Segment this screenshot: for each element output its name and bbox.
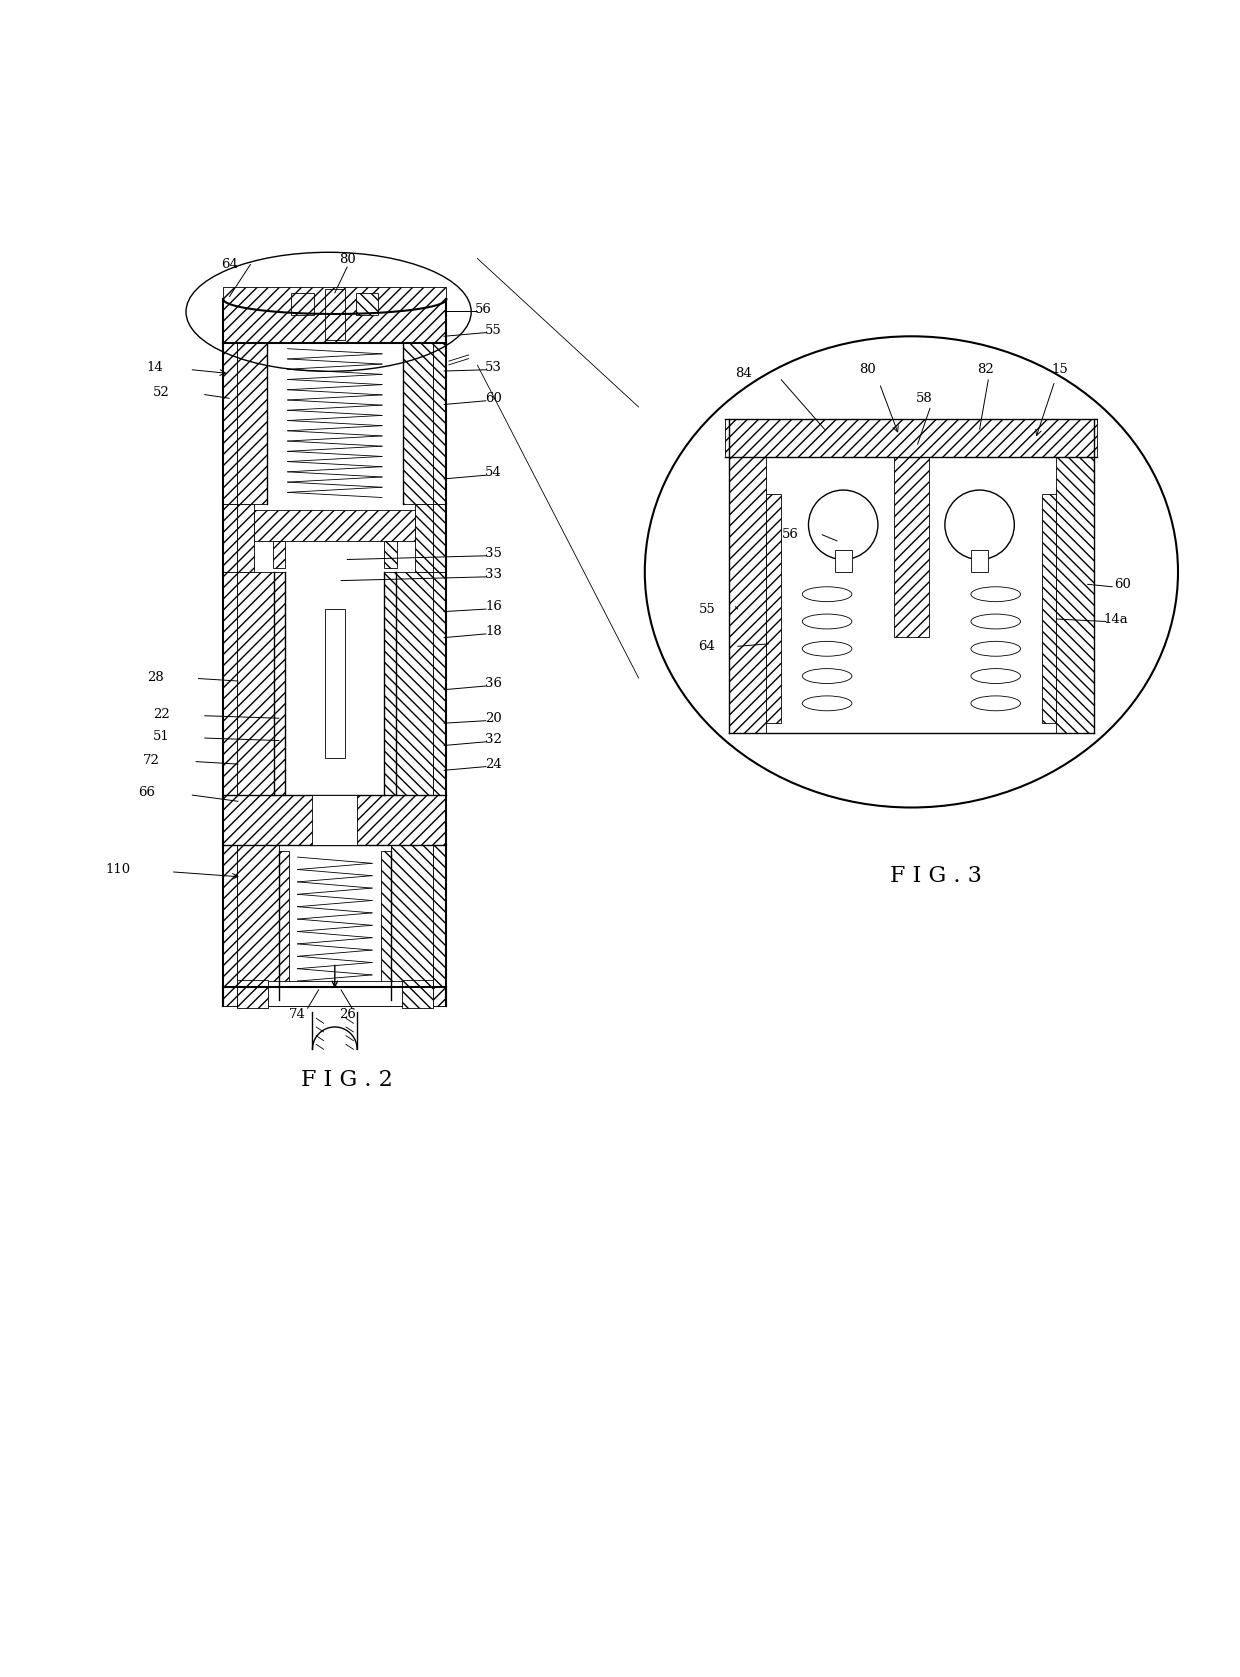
Text: 60: 60 (1114, 579, 1131, 590)
Text: 66: 66 (138, 787, 155, 800)
Bar (223, 287, 446, 342)
Text: 36: 36 (485, 678, 502, 689)
Text: 54: 54 (485, 466, 502, 480)
Text: 80: 80 (339, 253, 356, 267)
Text: F I G . 2: F I G . 2 (301, 1070, 393, 1092)
Bar (971, 550, 988, 572)
Ellipse shape (971, 641, 1021, 656)
Text: 55: 55 (698, 602, 715, 615)
Text: 33: 33 (485, 569, 502, 580)
Bar (325, 288, 345, 340)
Text: 64: 64 (221, 258, 238, 272)
Text: 14a: 14a (1104, 612, 1128, 626)
Ellipse shape (802, 669, 852, 684)
Text: 20: 20 (485, 711, 502, 724)
Text: 72: 72 (143, 755, 160, 766)
Text: 16: 16 (485, 600, 502, 614)
Text: F I G . 3: F I G . 3 (890, 865, 982, 887)
Circle shape (945, 490, 1014, 560)
Bar (223, 795, 446, 845)
Bar (223, 342, 237, 503)
Bar (237, 845, 279, 1006)
Text: 84: 84 (735, 367, 753, 381)
Text: 60: 60 (485, 392, 502, 404)
Circle shape (808, 490, 878, 560)
Text: 55: 55 (485, 324, 502, 337)
Bar (402, 979, 433, 1008)
Ellipse shape (802, 696, 852, 711)
Ellipse shape (645, 337, 1178, 808)
Text: 14: 14 (146, 361, 164, 374)
Bar (391, 845, 433, 1006)
Bar (223, 503, 237, 572)
Bar (223, 572, 237, 795)
Bar (415, 503, 433, 572)
Text: 15: 15 (1052, 364, 1069, 376)
Bar (725, 419, 1097, 456)
Text: 35: 35 (485, 547, 502, 560)
Text: 28: 28 (146, 671, 164, 684)
Bar (273, 542, 285, 569)
Text: 74: 74 (289, 1008, 306, 1021)
Bar (403, 342, 433, 503)
Bar (433, 845, 446, 1006)
Bar (384, 572, 396, 795)
Bar (433, 342, 446, 503)
Text: 32: 32 (485, 733, 502, 746)
Text: 56: 56 (781, 528, 799, 542)
Text: 58: 58 (915, 392, 932, 404)
Ellipse shape (971, 587, 1021, 602)
Bar (1056, 456, 1094, 733)
Bar (1042, 493, 1056, 723)
Bar (312, 795, 357, 845)
Bar (274, 572, 285, 795)
Text: 82: 82 (977, 364, 994, 376)
Bar (237, 572, 279, 795)
Text: 18: 18 (485, 626, 502, 637)
Bar (381, 850, 391, 999)
Bar (433, 503, 446, 572)
Bar (894, 456, 929, 637)
Bar (392, 572, 433, 795)
Bar (237, 503, 254, 572)
Ellipse shape (971, 669, 1021, 684)
Ellipse shape (971, 614, 1021, 629)
Text: 26: 26 (339, 1008, 356, 1021)
Bar (433, 572, 446, 795)
Bar (223, 988, 446, 1006)
Bar (237, 979, 268, 1008)
Bar (766, 493, 781, 723)
Text: 22: 22 (153, 708, 170, 721)
Bar (356, 293, 378, 315)
Bar (237, 981, 433, 1006)
Bar (279, 850, 289, 999)
Bar (223, 845, 237, 1006)
Bar (835, 550, 852, 572)
Bar (289, 850, 381, 999)
Ellipse shape (802, 614, 852, 629)
Bar (285, 572, 384, 795)
Text: 52: 52 (153, 386, 170, 399)
Bar (237, 342, 267, 503)
Bar (254, 510, 415, 542)
Text: 80: 80 (859, 364, 877, 376)
Bar (384, 542, 397, 569)
Text: 53: 53 (485, 361, 502, 374)
Text: 24: 24 (485, 758, 502, 771)
Text: 64: 64 (698, 641, 715, 652)
Ellipse shape (971, 696, 1021, 711)
Text: 56: 56 (475, 302, 492, 315)
Text: 51: 51 (153, 729, 170, 743)
Bar (325, 609, 345, 758)
Text: 110: 110 (105, 864, 130, 875)
Bar (729, 456, 766, 733)
Ellipse shape (802, 641, 852, 656)
Bar (291, 293, 314, 315)
Ellipse shape (802, 587, 852, 602)
